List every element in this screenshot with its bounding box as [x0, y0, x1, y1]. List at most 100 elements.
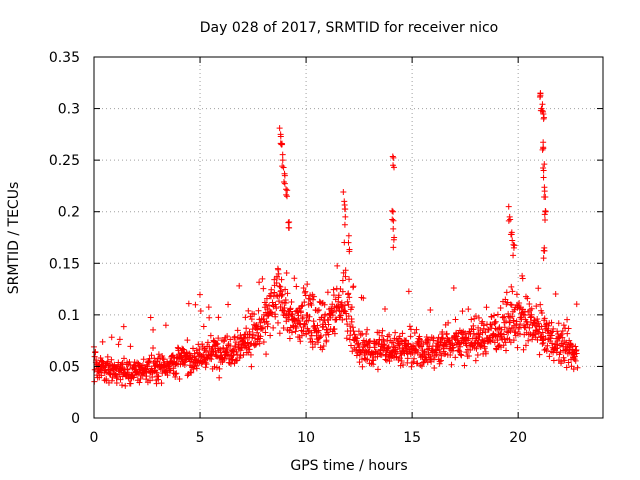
data-point: [349, 348, 356, 355]
data-point: [267, 332, 274, 339]
data-point: [418, 363, 425, 370]
data-point: [514, 344, 521, 351]
data-point: [324, 289, 331, 296]
data-point: [339, 277, 346, 284]
data-point: [216, 365, 223, 372]
data-point: [569, 346, 576, 353]
data-point: [344, 298, 351, 305]
data-point: [459, 308, 466, 315]
data-point: [443, 330, 450, 337]
data-point: [481, 345, 488, 352]
data-point: [345, 301, 352, 308]
data-point: [260, 339, 267, 346]
x-tick-label: 20: [509, 430, 527, 446]
data-point: [249, 334, 256, 341]
data-point: [308, 329, 315, 336]
data-point: [542, 217, 549, 224]
data-point: [507, 231, 514, 238]
y-tick-label: 0: [71, 411, 80, 427]
data-point: [572, 357, 579, 364]
data-point: [164, 372, 171, 379]
data-point: [455, 347, 462, 354]
data-point: [247, 351, 254, 358]
data-point: [492, 332, 499, 339]
data-point: [256, 279, 263, 286]
data-point: [564, 316, 571, 323]
data-point: [232, 342, 239, 349]
data-point: [402, 337, 409, 344]
data-point: [255, 307, 262, 314]
data-point: [127, 380, 134, 387]
data-point: [573, 350, 580, 357]
data-point: [452, 354, 459, 361]
data-point: [277, 133, 284, 140]
data-point: [196, 346, 203, 352]
data-point: [492, 318, 499, 325]
data-point: [173, 360, 180, 367]
data-point: [282, 299, 289, 306]
data-point: [408, 363, 415, 370]
data-point: [363, 330, 370, 337]
data-point: [566, 337, 573, 344]
data-point: [508, 302, 515, 309]
data-point: [399, 330, 406, 337]
data-point: [516, 324, 523, 331]
data-point: [455, 330, 462, 337]
data-point: [260, 285, 267, 292]
data-point: [360, 295, 367, 302]
data-point: [331, 330, 338, 337]
data-point: [507, 339, 514, 346]
data-point: [475, 314, 482, 321]
data-point: [373, 349, 380, 356]
y-tick-label: 0.3: [58, 102, 80, 118]
data-point: [435, 334, 442, 341]
data-point: [236, 282, 243, 289]
data-point: [345, 232, 352, 239]
data-point: [155, 351, 162, 358]
data-point: [279, 291, 286, 298]
data-point: [533, 303, 540, 310]
data-point: [528, 305, 535, 312]
data-point: [465, 306, 472, 313]
data-point: [522, 342, 529, 349]
data-point: [105, 379, 112, 386]
data-point: [264, 320, 271, 327]
data-point: [294, 317, 301, 324]
data-point: [500, 314, 507, 321]
data-point: [537, 301, 544, 308]
data-point: [390, 154, 397, 161]
data-point: [405, 288, 412, 295]
data-point: [389, 207, 396, 214]
data-point: [275, 319, 282, 326]
data-point: [389, 216, 396, 223]
x-tick-label: 10: [297, 430, 315, 446]
data-point: [364, 326, 371, 333]
data-point: [411, 329, 418, 336]
data-point: [561, 357, 568, 364]
data-point: [513, 318, 520, 325]
data-point: [439, 342, 446, 349]
data-point: [288, 329, 295, 336]
data-point: [353, 352, 360, 359]
data-point: [300, 284, 307, 291]
data-point: [196, 291, 203, 298]
data-point: [310, 296, 317, 303]
data-point: [383, 357, 390, 364]
data-point: [567, 341, 574, 348]
data-point: [355, 328, 362, 335]
data-point: [563, 364, 570, 371]
data-point: [340, 189, 347, 196]
data-point: [548, 340, 555, 347]
data-point: [437, 339, 444, 346]
data-point: [199, 341, 206, 348]
data-point: [526, 301, 533, 308]
data-point: [565, 325, 572, 332]
data-point: [371, 344, 378, 351]
data-point: [234, 351, 241, 358]
data-point: [245, 349, 252, 356]
x-tick-label: 0: [90, 430, 99, 446]
data-point: [227, 336, 234, 343]
data-point: [108, 334, 115, 341]
data-point: [181, 362, 188, 369]
